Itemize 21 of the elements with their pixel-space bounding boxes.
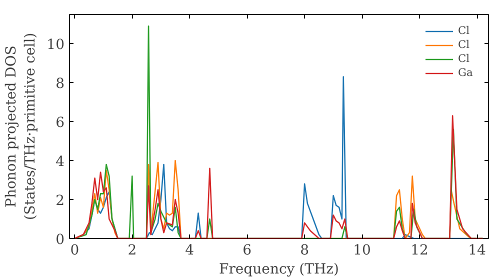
x-tick-label: 6 bbox=[242, 242, 252, 258]
x-tick-label: 14 bbox=[468, 242, 486, 258]
y-tick-label: 6 bbox=[56, 115, 65, 132]
legend-label: Ga bbox=[458, 66, 474, 79]
legend-label: Cl bbox=[458, 38, 471, 51]
y-tick-label: 0 bbox=[56, 232, 65, 248]
y-tick-label: 8 bbox=[56, 76, 65, 92]
legend-label: Cl bbox=[458, 52, 471, 65]
y-tick-label: 4 bbox=[56, 154, 65, 170]
y-tick-label: 2 bbox=[56, 193, 65, 210]
legend-label: Cl bbox=[458, 24, 471, 37]
x-tick-label: 10 bbox=[353, 242, 371, 258]
x-tick-label: 2 bbox=[128, 242, 137, 258]
y-axis-title: Phonon projected DOS (States/THz·primitive cell) bbox=[3, 32, 39, 220]
line-series bbox=[74, 115, 484, 238]
x-tick-label: 0 bbox=[70, 242, 80, 258]
x-tick-label: 4 bbox=[185, 242, 194, 258]
x-tick-label: 12 bbox=[410, 242, 428, 258]
y-tick-label: 10 bbox=[46, 37, 65, 54]
x-tick-label: 8 bbox=[300, 242, 310, 258]
x-axis-title: Frequency (THz) bbox=[218, 262, 340, 278]
